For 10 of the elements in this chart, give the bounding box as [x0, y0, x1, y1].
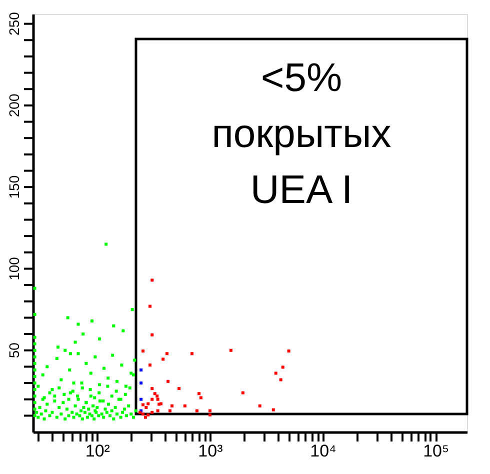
- y-tick-label: 100: [6, 256, 22, 280]
- y-tick-label: 200: [6, 94, 22, 118]
- x-tick-label: 10⁴: [310, 442, 336, 460]
- y-tick-label: 250: [6, 12, 22, 36]
- y-tick-label: 150: [6, 175, 22, 199]
- x-tick-label: 10²: [85, 442, 110, 460]
- band-label: <5% покрытых UEA I: [212, 56, 392, 212]
- y-tick-label: 50: [6, 342, 22, 358]
- x-tick-label: 10³: [198, 442, 224, 460]
- x-tick-label: 10⁵: [423, 442, 450, 460]
